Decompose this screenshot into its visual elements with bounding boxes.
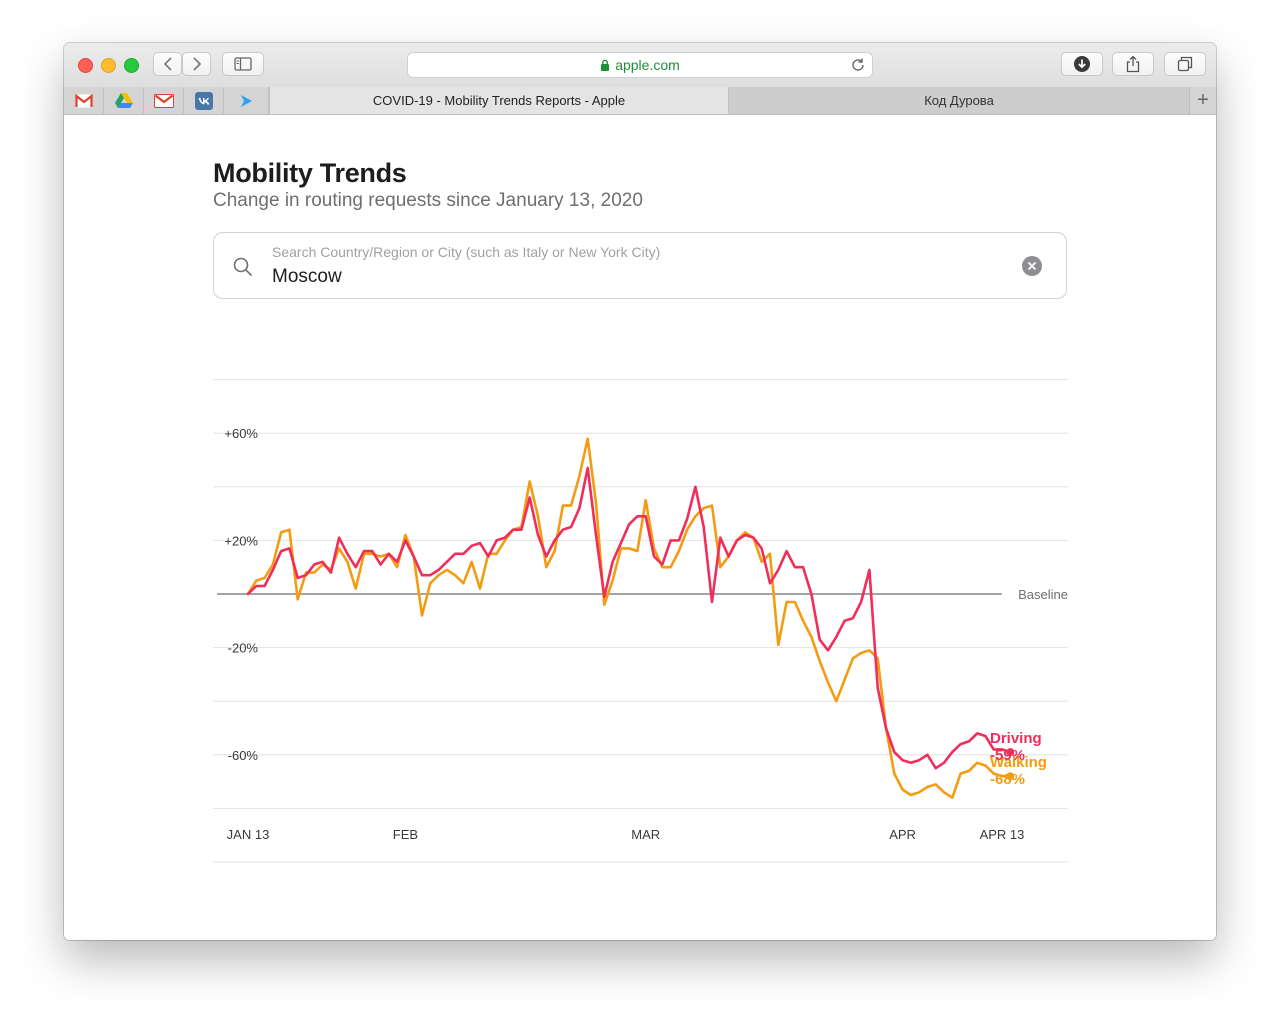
address-bar[interactable]: apple.com bbox=[407, 52, 873, 78]
page-subtitle: Change in routing requests since January… bbox=[213, 190, 643, 211]
tab-overview-button[interactable] bbox=[1164, 52, 1206, 76]
sidebar-icon bbox=[234, 57, 252, 71]
minimize-window-button[interactable] bbox=[101, 58, 116, 73]
tabs-icon bbox=[1177, 56, 1193, 72]
y-tick-label: -20% bbox=[228, 641, 259, 656]
browser-window: apple.com COVID-1 bbox=[64, 43, 1216, 940]
gmail-icon bbox=[153, 93, 174, 108]
google-drive-icon bbox=[114, 92, 133, 108]
x-tick-label: MAR bbox=[631, 827, 660, 842]
series-value-driving: -59% bbox=[990, 747, 1025, 764]
close-window-button[interactable] bbox=[78, 58, 93, 73]
y-tick-label: +20% bbox=[224, 533, 258, 548]
plus-icon: + bbox=[1197, 89, 1209, 111]
series-value-walking: -68% bbox=[990, 771, 1025, 788]
series-label-driving: Driving bbox=[990, 730, 1042, 747]
favorite-gmail-2[interactable] bbox=[144, 87, 184, 114]
series-endpoint-walking bbox=[1006, 772, 1015, 781]
mobility-chart: Baseline +60% +20% -20% -60% JAN 13 FEB MAR APR A… bbox=[213, 379, 1068, 863]
y-tick-label: +60% bbox=[224, 426, 258, 441]
telegram-icon bbox=[241, 94, 252, 107]
reload-icon[interactable] bbox=[850, 57, 866, 76]
back-button[interactable] bbox=[153, 52, 182, 76]
page-title: Mobility Trends bbox=[213, 158, 407, 188]
y-tick-label: -60% bbox=[228, 748, 259, 763]
search-input[interactable]: Moscow bbox=[272, 266, 342, 287]
share-icon bbox=[1126, 55, 1140, 73]
favorite-vk[interactable] bbox=[184, 87, 224, 114]
favorite-telegram[interactable] bbox=[224, 87, 269, 114]
download-icon bbox=[1074, 56, 1090, 72]
chevron-right-icon bbox=[192, 57, 201, 71]
series-label-walking: Walking bbox=[990, 754, 1047, 771]
browser-toolbar: apple.com bbox=[64, 43, 1216, 88]
forward-button[interactable] bbox=[182, 52, 211, 76]
series-endpoint-driving bbox=[1006, 748, 1015, 757]
search-placeholder: Search Country/Region or City (such as I… bbox=[272, 244, 661, 260]
address-text: apple.com bbox=[615, 57, 680, 73]
series-line-driving bbox=[246, 466, 1012, 770]
search-field[interactable]: Search Country/Region or City (such as I… bbox=[213, 232, 1067, 299]
tab-label: COVID-19 - Mobility Trends Reports - App… bbox=[372, 93, 626, 108]
tab-label: Код Дурова bbox=[924, 93, 994, 108]
clear-search-button[interactable] bbox=[1022, 256, 1042, 276]
series-line-walking bbox=[246, 437, 1012, 800]
tab-active[interactable]: COVID-19 - Mobility Trends Reports - App… bbox=[269, 87, 729, 114]
gmail-icon bbox=[74, 93, 93, 107]
sidebar-toggle-button[interactable] bbox=[222, 52, 264, 76]
x-tick-label: APR 13 bbox=[980, 827, 1025, 842]
close-icon bbox=[1027, 261, 1037, 271]
x-tick-label: FEB bbox=[393, 827, 418, 842]
x-tick-label: JAN 13 bbox=[227, 827, 270, 842]
new-tab-button[interactable]: + bbox=[1189, 87, 1216, 114]
downloads-button[interactable] bbox=[1061, 52, 1103, 76]
search-icon bbox=[233, 257, 253, 282]
page-content: Mobility Trends Change in routing reques… bbox=[64, 115, 1216, 940]
vk-icon bbox=[194, 91, 213, 110]
tab-bar: COVID-19 - Mobility Trends Reports - App… bbox=[64, 87, 1216, 115]
chevron-left-icon bbox=[163, 57, 172, 71]
tab-inactive[interactable]: Код Дурова bbox=[729, 87, 1189, 114]
zoom-window-button[interactable] bbox=[124, 58, 139, 73]
lock-icon bbox=[600, 59, 610, 71]
x-tick-label: APR bbox=[889, 827, 916, 842]
share-button[interactable] bbox=[1112, 52, 1154, 76]
favorite-google-drive[interactable] bbox=[104, 87, 144, 114]
baseline-label: Baseline bbox=[1018, 587, 1068, 602]
favorite-gmail[interactable] bbox=[64, 87, 104, 114]
